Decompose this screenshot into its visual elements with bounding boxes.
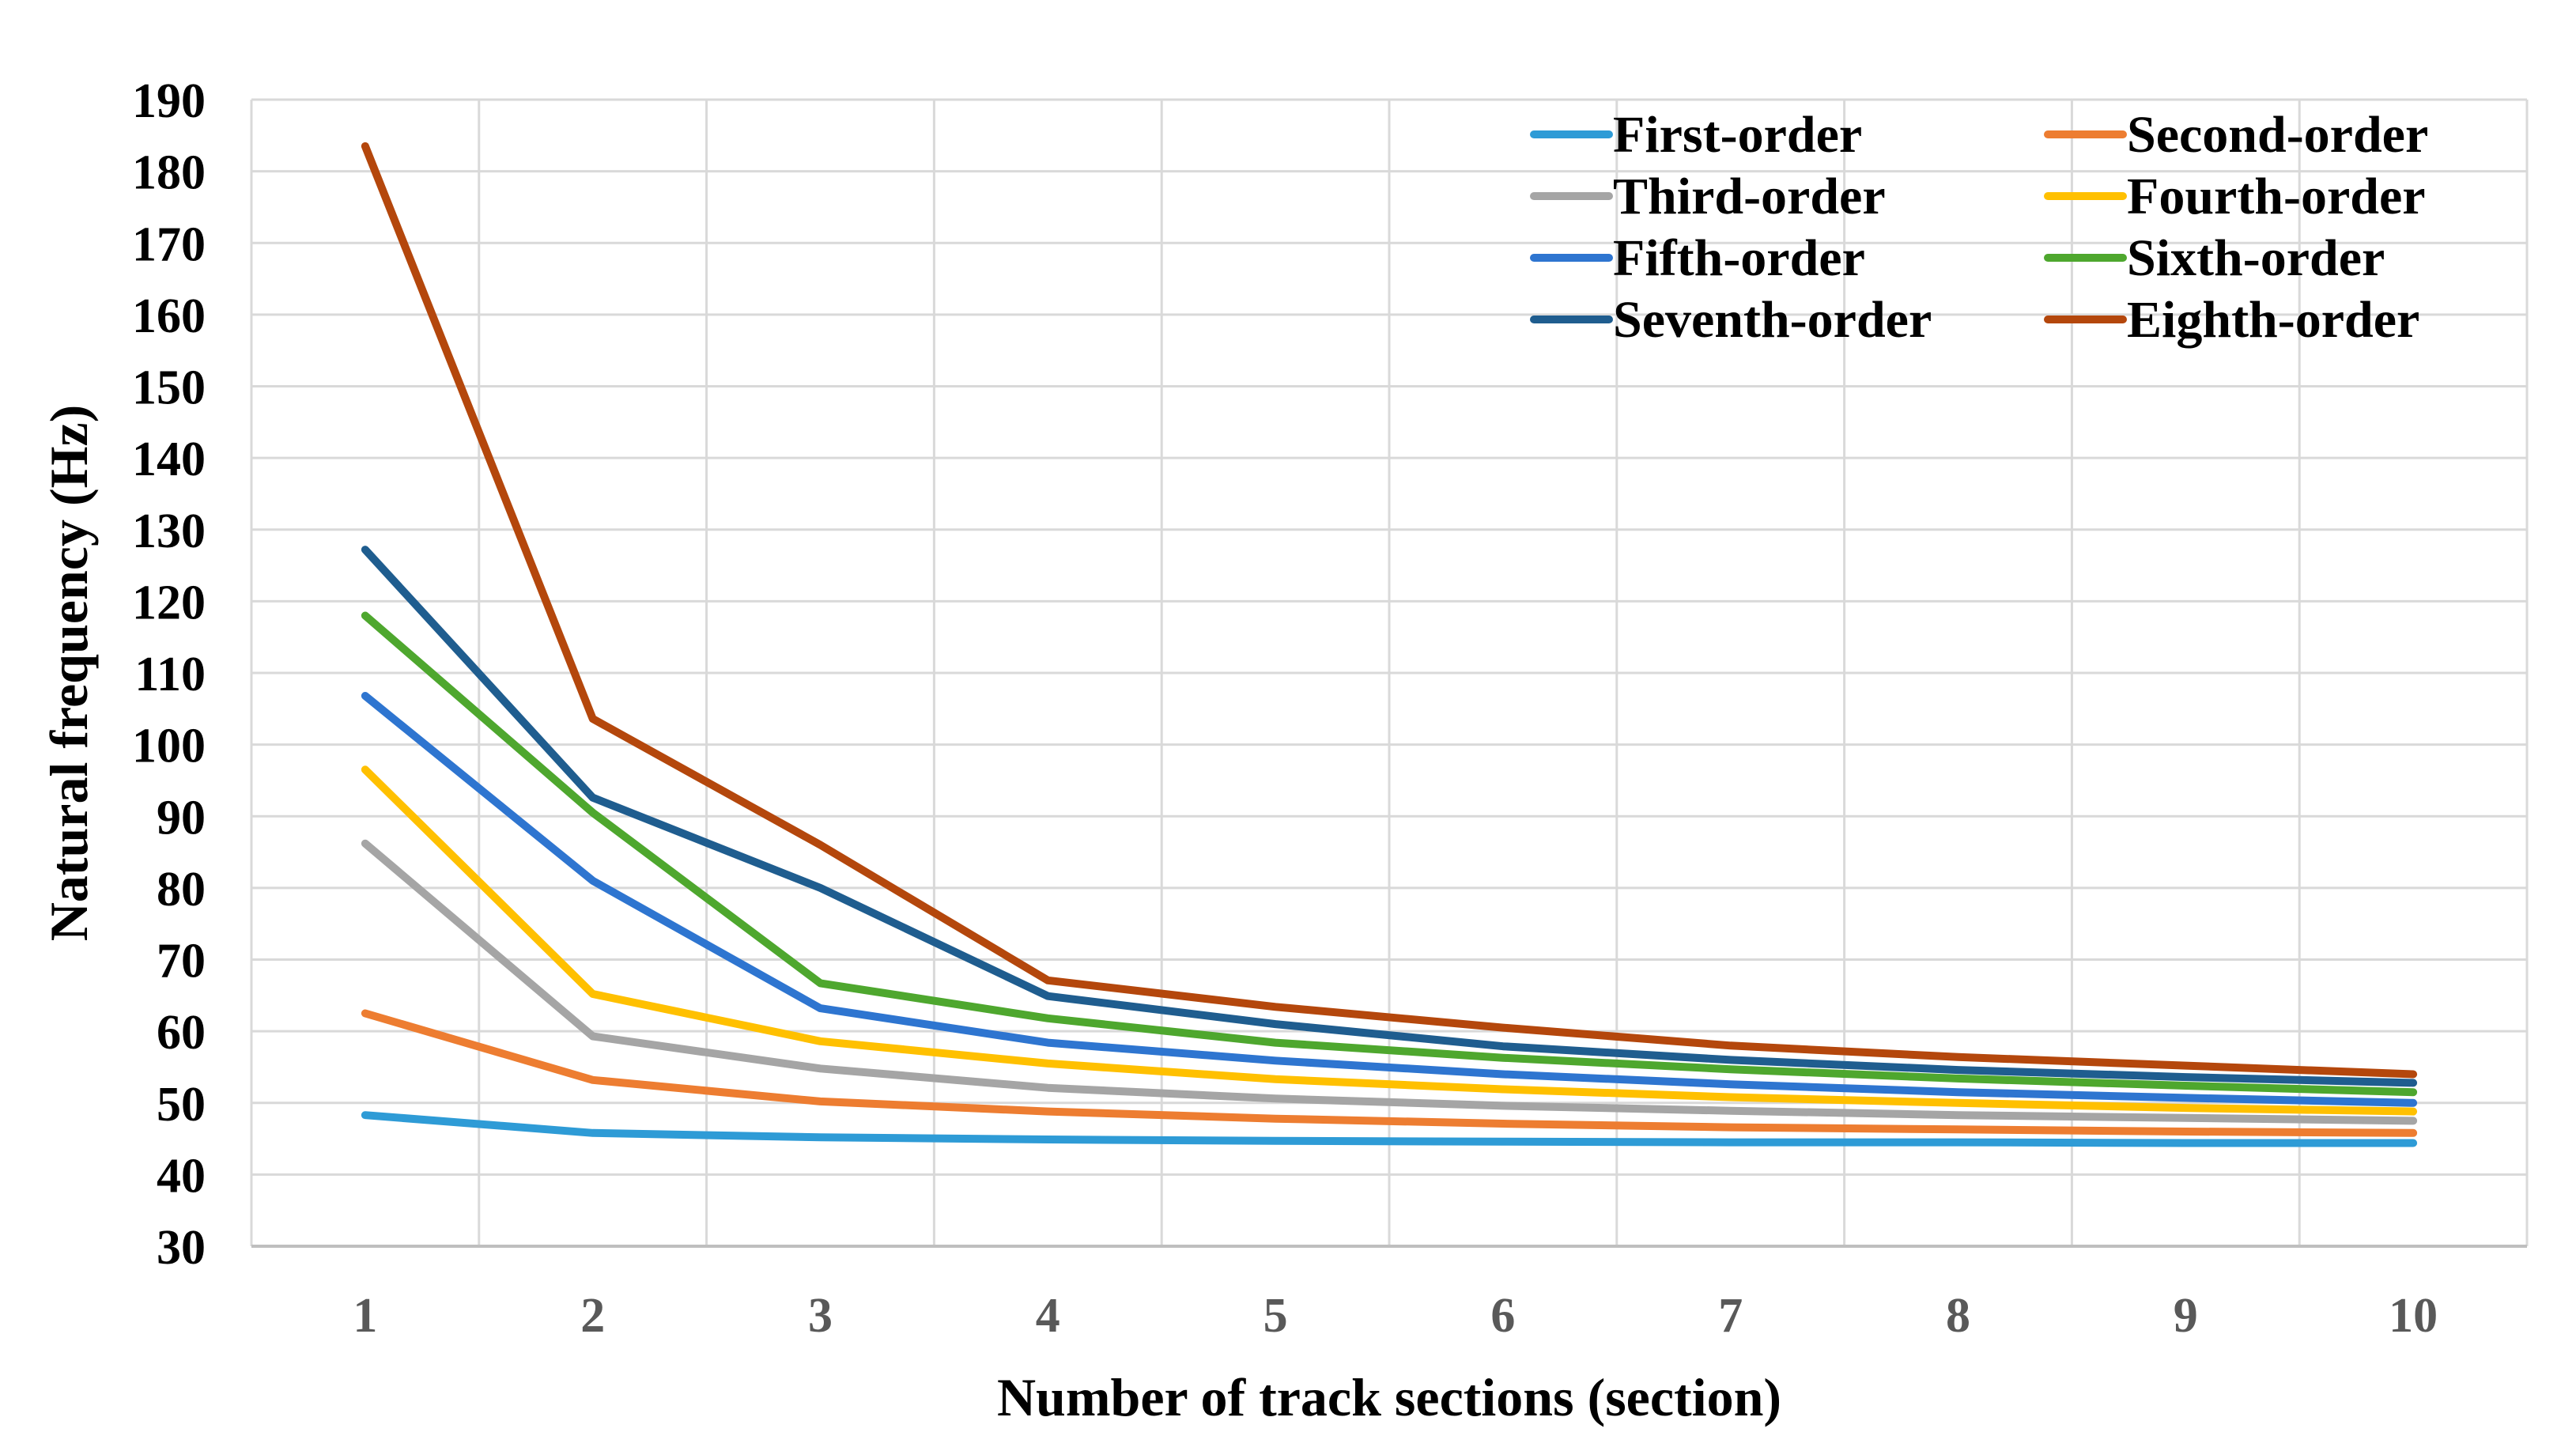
legend-item-fourth-order: Fourth-order — [2044, 168, 2426, 225]
x-tick-label: 5 — [1263, 1289, 1288, 1343]
y-axis-title: Natural frequency (Hz) — [39, 405, 99, 942]
series-line-fourth-order — [361, 765, 2418, 1116]
x-tick-label: 2 — [580, 1289, 605, 1343]
x-tick-label: 9 — [2174, 1289, 2198, 1343]
y-tick-label: 40 — [157, 1149, 206, 1203]
y-tick-label: 150 — [132, 361, 206, 415]
series-line-first-order — [361, 1111, 2418, 1147]
legend-item-seventh-order: Seventh-order — [1530, 291, 1932, 349]
y-tick-label: 140 — [132, 433, 206, 486]
x-tick-label: 7 — [1718, 1289, 1743, 1343]
legend-label: Third-order — [1613, 168, 1886, 225]
y-tick-label: 70 — [157, 935, 206, 988]
x-axis-title: Number of track sections (section) — [997, 1367, 1781, 1427]
legend-item-fifth-order: Fifth-order — [1530, 229, 1865, 287]
y-tick-label: 90 — [157, 791, 206, 845]
x-tick-label: 4 — [1036, 1289, 1060, 1343]
y-tick-label: 190 — [132, 74, 206, 128]
series-line-sixth-order — [361, 611, 2418, 1097]
y-tick-label: 50 — [157, 1078, 206, 1132]
y-tick-label: 100 — [132, 720, 206, 773]
legend-label: Fourth-order — [2127, 168, 2426, 225]
series-line-third-order — [361, 839, 2418, 1125]
legend-item-third-order: Third-order — [1530, 168, 1886, 225]
legend-item-first-order: First-order — [1530, 106, 1862, 164]
legend-label: Eighth-order — [2127, 291, 2419, 349]
legend-label: Second-order — [2127, 106, 2428, 164]
x-tick-label: 8 — [1946, 1289, 1970, 1343]
legend-label: First-order — [1613, 106, 1862, 164]
series-lines — [361, 142, 2418, 1147]
x-tick-label: 3 — [808, 1289, 833, 1343]
series-line-seventh-order — [361, 546, 2418, 1087]
legend-item-sixth-order: Sixth-order — [2044, 229, 2385, 287]
legend-item-eighth-order: Eighth-order — [2044, 291, 2419, 349]
legend-label: Seventh-order — [1613, 291, 1932, 349]
legend-item-second-order: Second-order — [2044, 106, 2428, 164]
series-line-second-order — [361, 1009, 2418, 1137]
x-tick-label: 1 — [353, 1289, 377, 1343]
x-tick-label: 10 — [2389, 1289, 2438, 1343]
y-tick-label: 60 — [157, 1006, 206, 1060]
y-tick-label: 120 — [132, 576, 206, 629]
legend-label: Sixth-order — [2127, 229, 2385, 287]
x-tick-label: 6 — [1490, 1289, 1515, 1343]
y-tick-label: 80 — [157, 863, 206, 916]
y-tick-label: 170 — [132, 217, 206, 271]
series-line-eighth-order — [361, 142, 2418, 1079]
y-tick-label: 160 — [132, 289, 206, 343]
legend: First-order Second-order Third-order Fourth… — [1530, 106, 2428, 349]
y-tick-label: 180 — [132, 146, 206, 200]
y-tick-label: 110 — [134, 648, 206, 701]
y-tick-label: 30 — [157, 1221, 206, 1275]
series-line-fifth-order — [361, 692, 2418, 1107]
y-tick-label: 130 — [132, 504, 206, 558]
legend-label: Fifth-order — [1613, 229, 1865, 287]
tick-labels: 3040506070809010011012013014015016017018… — [132, 74, 2438, 1343]
